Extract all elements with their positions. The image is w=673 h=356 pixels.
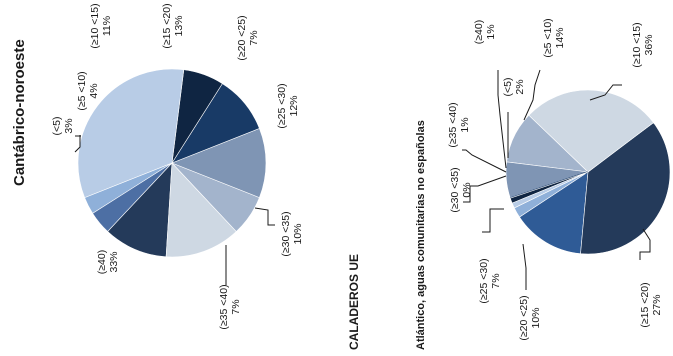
pie-slices — [77, 68, 267, 258]
slice-label: (≥35 <40)1% — [447, 102, 471, 147]
leader-line — [589, 84, 622, 101]
pie-slice — [528, 89, 654, 173]
slice-label: (≥20 <25)7% — [236, 15, 260, 60]
slice-label: (≥15 <20)27% — [639, 282, 663, 327]
chart-caladeros-ue: CALADEROS UE Atlántico, aguas comunitari… — [347, 18, 671, 350]
slice-label: (≥20 <25)10% — [518, 295, 542, 340]
leader-line — [523, 69, 541, 121]
slice-label: (≥10 <15)11% — [89, 3, 113, 48]
pie-slices — [505, 89, 671, 255]
pie-slice — [519, 171, 589, 254]
leader-line — [74, 135, 81, 153]
slice-label: (≥30 <35)10% — [280, 211, 304, 256]
leader-lines — [462, 69, 651, 290]
slice-label: (≥15 <20)13% — [161, 3, 185, 48]
slice-labels: (<5)2% (≥5 <10)14% (≥10 <15)36% (≥15 <20)27… — [447, 18, 663, 340]
slice-label: (<5)3% — [51, 117, 75, 136]
leader-line — [463, 175, 507, 203]
pie-slice — [77, 68, 185, 198]
leader-lines — [74, 135, 275, 285]
pie-slice — [165, 162, 237, 258]
slice-label: (≥25 <30)7% — [478, 258, 502, 303]
slice-label: (≥10 <15)36% — [631, 22, 655, 67]
pie-slice — [107, 162, 173, 258]
slice-label: (≥5 <10)4% — [76, 71, 100, 110]
pie-slice — [511, 171, 589, 209]
leader-line — [497, 70, 507, 169]
slice-label: (≥40)33% — [96, 250, 120, 274]
slice-label: (≥40)1% — [473, 20, 497, 44]
leader-line — [482, 208, 504, 233]
leader-line — [522, 243, 527, 290]
leader-line — [639, 228, 651, 260]
pie-slice — [171, 128, 267, 198]
chart-title: CALADEROS UE — [347, 254, 361, 350]
slice-label: (≥30 <35)0% — [449, 167, 473, 212]
slice-label: (≥35 <40)7% — [218, 284, 242, 329]
chart-title: Cantábrico-noroeste — [11, 39, 28, 186]
slice-labels: (<5)3%(≥5 <10)4% (≥10 <15)11% (≥15 <20)13%… — [51, 3, 304, 329]
chart-cantabrico: Cantábrico-noroeste (<5)3%(≥5 <10)4% (≥10… — [11, 3, 304, 329]
slice-label: (<5)2% — [502, 78, 526, 97]
pie-slice — [580, 122, 671, 255]
slice-label: (≥25 <30)12% — [276, 83, 300, 128]
chart-subtitle: Atlántico, aguas comunitarias no español… — [415, 120, 427, 350]
leader-line — [462, 149, 507, 173]
leader-line — [254, 207, 275, 226]
slice-label: (≥5 <10)14% — [542, 18, 566, 57]
